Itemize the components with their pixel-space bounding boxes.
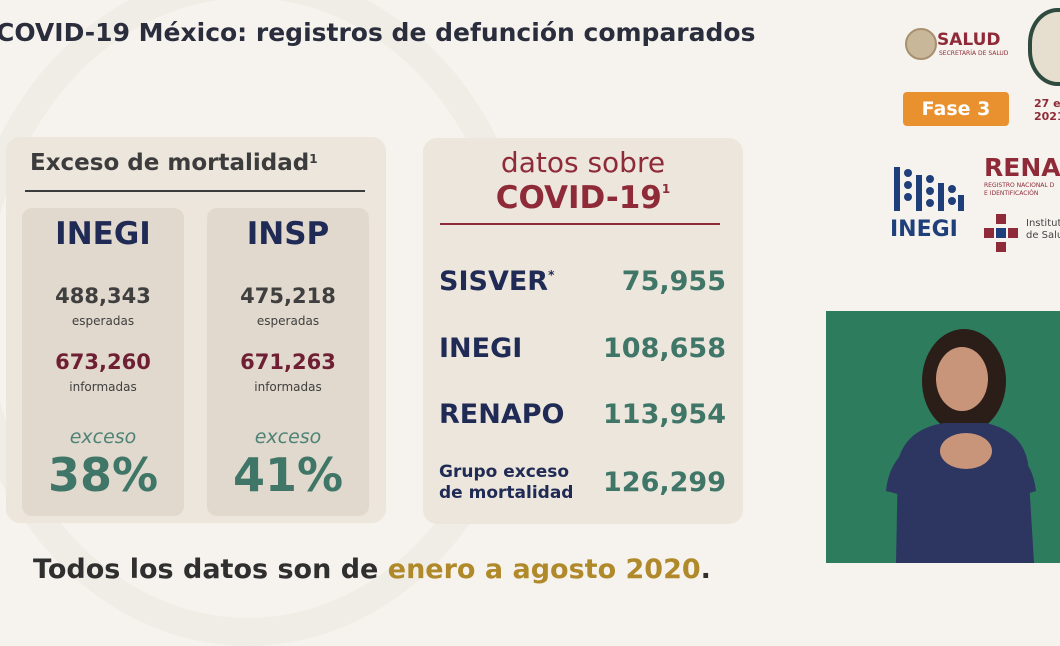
- expected-label: esperadas: [71, 314, 135, 328]
- renapo-logo-text: RENA: [984, 153, 1060, 182]
- inegi-dots-icon: [894, 167, 964, 211]
- reported-label: informadas: [69, 380, 137, 394]
- footer-note: Todos los datos son de enero a agosto 20…: [33, 554, 711, 585]
- insp-logo-text: Institutode Salu: [1026, 218, 1060, 241]
- source-value-inegi: 108,658: [603, 333, 726, 364]
- slide-title: COVID-19 México: registros de defunción …: [0, 18, 756, 47]
- reported-label: informadas: [254, 380, 322, 394]
- salud-emblem-icon: [905, 28, 937, 60]
- excess-label: exceso: [69, 426, 137, 448]
- column-title: INSP: [246, 216, 330, 252]
- source-label-excess-group: Grupo exceso de mortalidad: [439, 462, 574, 503]
- divider: [25, 190, 365, 192]
- source-value-renapo: 113,954: [603, 399, 726, 430]
- excess-label: exceso: [254, 426, 322, 448]
- expected-deaths: 475,218: [240, 284, 336, 308]
- reported-deaths: 673,260: [55, 350, 151, 374]
- insp-logo-icon: [984, 214, 1018, 252]
- expected-deaths: 488,343: [55, 284, 151, 308]
- expected-label: esperadas: [256, 314, 320, 328]
- sign-language-interpreter-video: [826, 311, 1060, 563]
- commemorative-seal-icon: [1028, 8, 1060, 86]
- source-label-inegi: INEGI: [439, 333, 523, 364]
- source-label-sisver: SISVER*: [439, 266, 555, 297]
- column-title: INEGI: [55, 216, 151, 252]
- source-value-sisver: 75,955: [621, 266, 726, 297]
- excess-percentage: 38%: [47, 448, 159, 502]
- source-value-excess-group: 126,299: [603, 467, 726, 498]
- insp-excess-column: INSP 475,218 esperadas 671,263 informada…: [207, 208, 369, 516]
- excess-mortality-header: Exceso de mortalidad1: [30, 150, 318, 176]
- phase-badge: Fase 3: [903, 92, 1009, 126]
- inegi-logo: INEGI: [890, 165, 970, 250]
- inegi-excess-column: INEGI 488,343 esperadas 673,260 informad…: [22, 208, 184, 516]
- covid-panel-title: COVID-191: [495, 180, 671, 216]
- date-label: 27 e2021: [1034, 97, 1060, 123]
- excess-percentage: 41%: [232, 448, 344, 502]
- interpreter-figure-icon: [826, 311, 1060, 563]
- source-label-renapo: RENAPO: [439, 399, 565, 430]
- covid-panel-subtitle: datos sobre: [500, 146, 666, 179]
- covid-data-panel: [423, 138, 743, 524]
- divider: [440, 223, 720, 225]
- reported-deaths: 671,263: [240, 350, 336, 374]
